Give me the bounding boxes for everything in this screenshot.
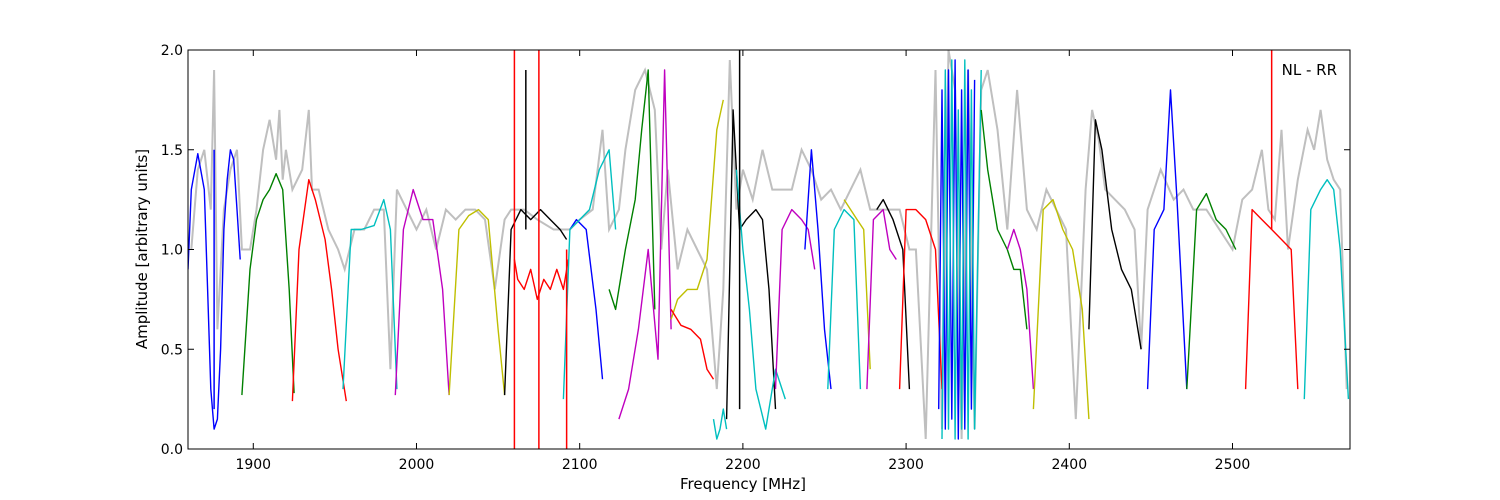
- series-line-6: [503, 208, 568, 396]
- x-tick-label: 2500: [1215, 457, 1251, 473]
- x-tick-label: 1900: [235, 457, 271, 473]
- series-line-28: [1032, 198, 1090, 420]
- series-line-5: [448, 208, 506, 396]
- y-axis-label: Amplitude [arbitrary units]: [133, 149, 151, 349]
- series-line-29: [1088, 119, 1142, 350]
- series-line-21: [866, 208, 897, 390]
- series-line-4: [394, 188, 450, 396]
- series-line-10: [608, 69, 656, 311]
- series-line-13: [670, 309, 715, 380]
- y-tick-label: 0.0: [161, 442, 183, 458]
- x-tick-label: 2000: [399, 457, 435, 473]
- series-line-18: [804, 149, 832, 390]
- y-tick-label: 1.5: [161, 143, 183, 159]
- series-line-23: [898, 208, 943, 390]
- series-line-17: [774, 208, 816, 390]
- series-line-16: [735, 169, 786, 430]
- series-line-9: [562, 149, 617, 400]
- series-line-8: [569, 218, 604, 380]
- x-tick-label: 2100: [562, 457, 598, 473]
- series-line-19: [827, 208, 862, 390]
- x-tick-label: 2200: [725, 457, 761, 473]
- series-line-2: [291, 178, 347, 402]
- series-line-1: [241, 172, 295, 396]
- x-tick-label: 2400: [1051, 457, 1087, 473]
- series-line-7: [513, 259, 569, 301]
- series-line-20: [843, 199, 871, 370]
- series-line-22: [876, 198, 911, 390]
- plot-layer: [188, 50, 1350, 449]
- series-line-0: [188, 149, 241, 430]
- axes-layer: 1900 2000 2100 2200 2300 2400 2500 0.0 0.5 1.0 1.5…: [161, 43, 1351, 473]
- y-tick-label: 2.0: [161, 43, 183, 59]
- annotation-label: NL - RR: [1282, 61, 1337, 79]
- series-line-27: [1006, 228, 1035, 390]
- series-line-31: [1186, 192, 1237, 390]
- x-tick-label: 2300: [888, 457, 924, 473]
- series-line-25: [941, 59, 982, 440]
- series-line-14: [712, 408, 728, 440]
- series-line-15: [725, 109, 777, 420]
- y-tick-label: 1.0: [161, 243, 183, 259]
- series-line-30: [1146, 89, 1188, 390]
- series-line-11: [618, 69, 672, 420]
- series-line-12: [670, 99, 724, 320]
- series-line-3: [342, 198, 398, 390]
- x-axis-label: Frequency [MHz]: [680, 475, 806, 493]
- series-line-33: [1303, 178, 1350, 400]
- y-tick-label: 0.5: [161, 342, 183, 358]
- background-envelope-line: [190, 50, 1348, 440]
